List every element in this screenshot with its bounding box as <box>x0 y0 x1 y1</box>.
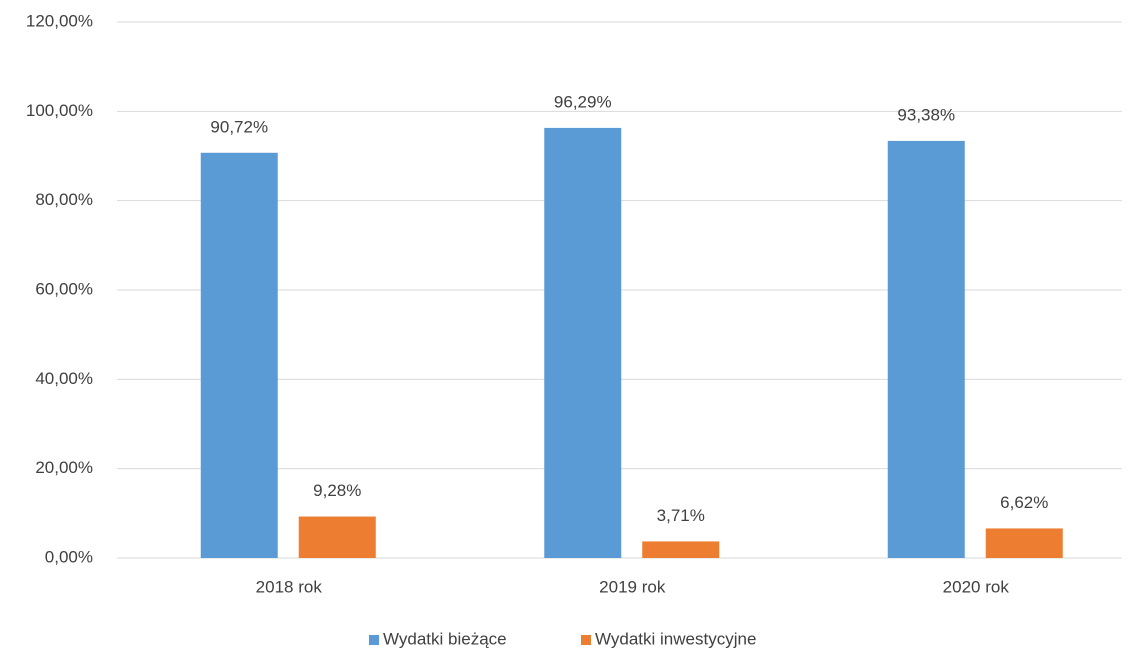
y-tick-label: 100,00% <box>26 101 93 120</box>
bar <box>985 528 1063 558</box>
x-tick-label: 2020 rok <box>943 577 1010 596</box>
y-tick-label: 40,00% <box>35 369 93 388</box>
data-label: 6,62% <box>1000 493 1048 512</box>
bar <box>642 541 720 558</box>
data-label: 9,28% <box>313 481 361 500</box>
legend-swatch <box>581 635 591 645</box>
y-tick-label: 0,00% <box>45 547 93 566</box>
y-tick-label: 20,00% <box>35 458 93 477</box>
data-label: 3,71% <box>657 506 705 525</box>
bar <box>887 140 965 559</box>
legend-label: Wydatki bieżące <box>383 629 507 648</box>
data-label: 96,29% <box>554 92 612 111</box>
x-tick-label: 2019 rok <box>599 577 666 596</box>
legend-swatch <box>369 635 379 645</box>
legend-label: Wydatki inwestycyjne <box>595 629 756 648</box>
x-tick-label: 2018 rok <box>256 577 323 596</box>
bar <box>544 127 622 558</box>
y-tick-label: 60,00% <box>35 279 93 298</box>
y-tick-label: 120,00% <box>26 11 93 30</box>
y-tick-label: 80,00% <box>35 190 93 209</box>
data-label: 90,72% <box>210 117 268 136</box>
data-label: 93,38% <box>897 105 955 124</box>
bar <box>200 152 278 558</box>
bar <box>298 516 376 558</box>
